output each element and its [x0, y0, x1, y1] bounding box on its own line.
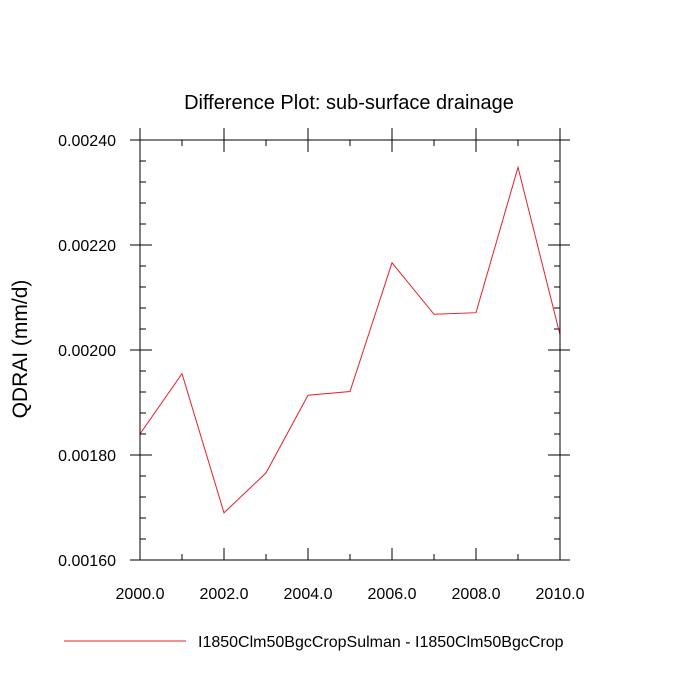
axis-ticks [130, 128, 570, 561]
legend-label: I1850Clm50BgcCropSulman - I1850Clm50BgcC… [198, 634, 564, 651]
legend: I1850Clm50BgcCropSulman - I1850Clm50BgcC… [64, 634, 564, 651]
x-tick-label: 2010.0 [536, 586, 585, 603]
y-tick-label: 0.00160 [58, 553, 116, 570]
chart-title: Difference Plot: sub-surface drainage [184, 92, 514, 114]
x-tick-label: 2000.0 [116, 586, 165, 603]
y-tick-label: 0.00180 [58, 448, 116, 465]
x-tick-label: 2006.0 [368, 586, 417, 603]
y-tick-label: 0.00220 [58, 238, 116, 255]
series-lines [140, 165, 560, 514]
x-tick-labels: 2000.0 2002.0 2004.0 2006.0 2008.0 2010.0 [116, 586, 585, 603]
series-line [140, 165, 560, 514]
x-tick-label: 2002.0 [200, 586, 249, 603]
x-tick-label: 2008.0 [452, 586, 501, 603]
x-tick-label: 2004.0 [284, 586, 333, 603]
y-tick-label: 0.00240 [58, 133, 116, 150]
y-tick-labels: 0.00160 0.00180 0.00200 0.00220 0.00240 [58, 133, 116, 570]
plot-frame [139, 139, 561, 561]
y-axis-label: QDRAI (mm/d) [9, 280, 32, 419]
y-tick-label: 0.00200 [58, 343, 116, 360]
